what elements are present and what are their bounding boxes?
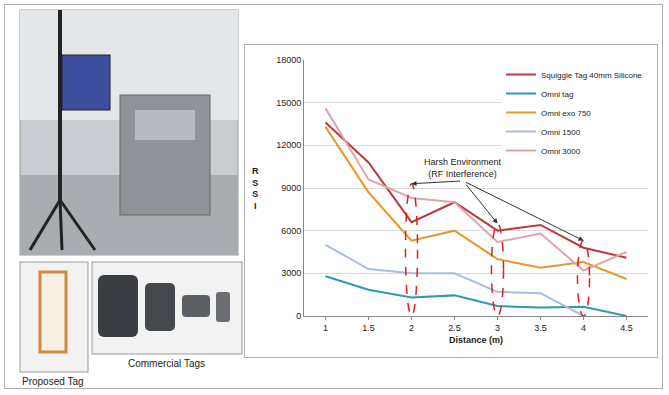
svg-text:18000: 18000 <box>276 55 301 65</box>
svg-text:Omni 3000: Omni 3000 <box>541 147 581 156</box>
svg-text:Omni 1500: Omni 1500 <box>541 128 581 137</box>
svg-text:3000: 3000 <box>281 268 301 278</box>
svg-text:12000: 12000 <box>276 140 301 150</box>
svg-text:1.5: 1.5 <box>362 323 375 333</box>
svg-text:RSSI: RSSI <box>252 166 259 211</box>
svg-text:Squiggle Tag 40mm Silicone: Squiggle Tag 40mm Silicone <box>541 71 642 80</box>
svg-text:2: 2 <box>409 323 414 333</box>
svg-text:1: 1 <box>323 323 328 333</box>
svg-text:Distance (m): Distance (m) <box>449 335 503 345</box>
svg-text:2.5: 2.5 <box>448 323 461 333</box>
svg-text:Harsh Environment(RF Interfere: Harsh Environment(RF Interference) <box>424 157 502 179</box>
svg-text:Omni tag: Omni tag <box>541 90 573 99</box>
svg-text:4: 4 <box>581 323 586 333</box>
svg-text:3.5: 3.5 <box>534 323 547 333</box>
svg-text:3: 3 <box>495 323 500 333</box>
svg-text:6000: 6000 <box>281 226 301 236</box>
html-text:Proposed Tag: Proposed Tag <box>22 376 84 387</box>
svg-text:15000: 15000 <box>276 98 301 108</box>
svg-text:Omni exo 750: Omni exo 750 <box>541 109 591 118</box>
svg-text:9000: 9000 <box>281 183 301 193</box>
svg-text:4.5: 4.5 <box>620 323 633 333</box>
html-text:Commercial Tags: Commercial Tags <box>128 358 206 369</box>
svg-text:0: 0 <box>296 311 301 321</box>
